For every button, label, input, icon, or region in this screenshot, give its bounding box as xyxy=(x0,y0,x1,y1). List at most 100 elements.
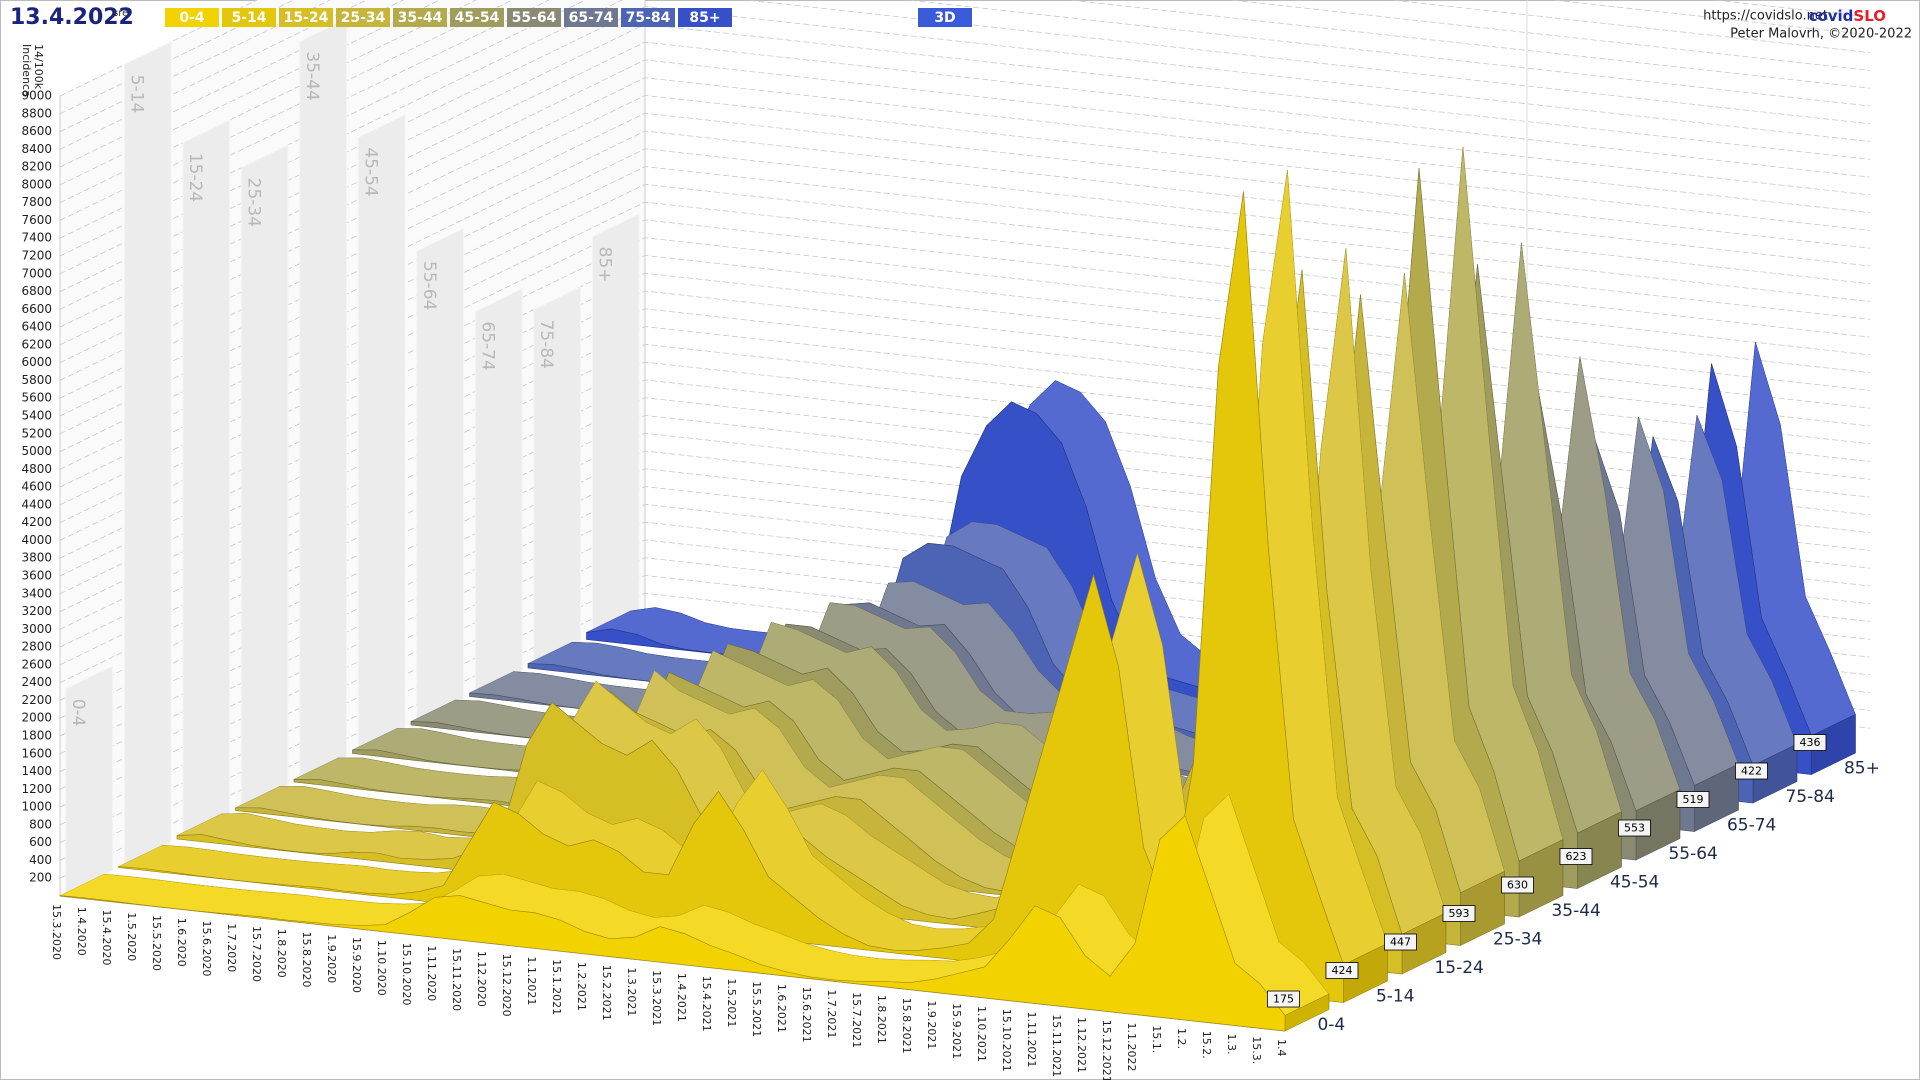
brand-b: SLO xyxy=(1853,7,1886,25)
x-tick-label: 1.10.2020 xyxy=(375,940,388,996)
x-tick-label: 1.4.2020 xyxy=(75,907,88,956)
legend-swatch[interactable] xyxy=(336,8,390,27)
wall-label: 65-74 xyxy=(477,321,497,370)
y-tick-label: 8400 xyxy=(21,142,52,156)
grid-line xyxy=(59,0,368,150)
legend-swatch[interactable] xyxy=(222,8,276,27)
y-tick-label: 6400 xyxy=(21,320,52,334)
y-tick-label: 8200 xyxy=(21,160,52,174)
x-tick-label: 15.10.2020 xyxy=(400,943,413,1006)
group-label: 5-14 xyxy=(1376,987,1415,1007)
x-tick-label: 15.12.2020 xyxy=(500,954,513,1017)
x-tick-label: 1.6.2020 xyxy=(175,918,188,967)
x-tick-label: 15.4.2020 xyxy=(100,910,113,966)
x-tick-label: 1.11.2020 xyxy=(425,945,438,1001)
wall-label: 75-84 xyxy=(536,320,556,369)
x-tick-label: 1.12.2020 xyxy=(475,951,488,1007)
group-label: 25-34 xyxy=(1493,930,1542,950)
peak-shadow xyxy=(123,41,172,866)
x-tick-label: 1.6.2021 xyxy=(775,984,788,1033)
date: 13.4.2022 xyxy=(10,5,134,30)
y-tick-label: 6800 xyxy=(21,284,52,298)
x-tick-label: 1.2. xyxy=(1175,1028,1188,1049)
value-box xyxy=(1384,933,1417,951)
legend-swatch[interactable] xyxy=(564,8,618,27)
y-tick-label: 5000 xyxy=(21,444,52,458)
value-label: 519 xyxy=(1682,793,1703,806)
url: https://covidslo.net xyxy=(1703,9,1828,24)
value-label: 630 xyxy=(1507,879,1528,892)
legend-label[interactable]: 55-64 xyxy=(512,10,557,26)
peak-shadow xyxy=(299,17,348,780)
wall-label: 85+ xyxy=(594,247,614,283)
x-tick-label: 15.7.2021 xyxy=(850,992,863,1048)
mode-button[interactable]: 3D xyxy=(918,8,972,27)
y-tick-label: 7800 xyxy=(21,195,52,209)
value-box xyxy=(1325,962,1359,979)
value-box xyxy=(1559,848,1593,865)
legend-label[interactable]: 65-74 xyxy=(569,10,614,26)
x-tick-label: 1.10.2021 xyxy=(975,1006,988,1062)
legend-swatch[interactable] xyxy=(450,8,504,27)
grid-line xyxy=(59,0,1871,221)
y-tick-label: 2400 xyxy=(21,675,52,689)
legend-label[interactable]: 35-44 xyxy=(398,10,443,26)
x-tick-label: 15.10.2021 xyxy=(1000,1009,1013,1072)
legend-label[interactable]: 0-4 xyxy=(179,10,205,26)
y-tick-label: 5400 xyxy=(21,409,52,423)
wall-label: 55-64 xyxy=(419,261,439,310)
value-label: 593 xyxy=(1448,907,1469,920)
x-tick-label: 15.9.2021 xyxy=(950,1003,963,1059)
value-box xyxy=(1442,905,1476,922)
legend-swatch[interactable] xyxy=(621,8,675,27)
group-label: 55-64 xyxy=(1668,844,1717,864)
peak-shadow xyxy=(357,113,406,752)
y-tick-label: 3400 xyxy=(21,586,52,600)
y-tick-label: 7000 xyxy=(21,266,52,280)
x-tick-label: 1.4.2021 xyxy=(675,973,688,1022)
area xyxy=(59,814,1286,1032)
y-tick-label: 1200 xyxy=(21,782,52,796)
y-tick-label: 4000 xyxy=(21,533,52,547)
y-tick-label: 1000 xyxy=(21,800,52,814)
y-tick-label: 6600 xyxy=(21,302,52,316)
legend-label[interactable]: 15-24 xyxy=(284,10,329,26)
y-tick-label: 400 xyxy=(29,853,52,867)
x-tick-label: 15.3.2021 xyxy=(650,970,663,1026)
y-tick-label: 4600 xyxy=(21,480,52,494)
legend-label[interactable]: 5-14 xyxy=(231,10,266,26)
y-tick-label: 4400 xyxy=(21,497,52,511)
y-label: 14/100k xyxy=(32,44,45,90)
y-tick-label: 600 xyxy=(29,835,52,849)
mode-button-label[interactable]: 3D xyxy=(934,10,955,26)
legend-swatch[interactable] xyxy=(279,8,333,27)
x-tick-label: 1.5.2021 xyxy=(725,978,738,1027)
value-label: 424 xyxy=(1331,964,1352,977)
y-tick-label: 5800 xyxy=(21,373,52,387)
legend-label[interactable]: 75-84 xyxy=(626,10,671,26)
legend-label[interactable]: 45-54 xyxy=(455,10,500,26)
wall-label: 0-4 xyxy=(68,699,88,727)
legend-swatch[interactable] xyxy=(678,8,732,27)
legend-label[interactable]: 85+ xyxy=(689,10,720,26)
value-label: 436 xyxy=(1799,736,1820,749)
y-tick-label: 2600 xyxy=(21,657,52,671)
wall-label: 35-44 xyxy=(302,51,322,100)
legend-swatch[interactable] xyxy=(393,8,447,27)
x-tick-label: 15.1. xyxy=(1150,1025,1163,1053)
y-tick-label: 8600 xyxy=(21,124,52,138)
x-tick-label: 1.8.2021 xyxy=(875,995,888,1044)
value-label: 553 xyxy=(1624,822,1645,835)
x-tick-label: 15.3.2020 xyxy=(50,904,63,960)
wall-label: 5-14 xyxy=(126,75,146,114)
x-tick-label: 15.8.2020 xyxy=(300,932,313,988)
y-tick-label: 200 xyxy=(29,871,52,885)
grid-line xyxy=(59,0,258,97)
y-tick-label: 7200 xyxy=(21,249,52,263)
legend-swatch[interactable] xyxy=(507,8,561,27)
legend-swatch[interactable] xyxy=(165,8,219,27)
y-tick-label: 5200 xyxy=(21,426,52,440)
group-label: 75-84 xyxy=(1785,787,1834,807)
legend-label[interactable]: 25-34 xyxy=(341,10,386,26)
mode-button-bg[interactable] xyxy=(918,8,972,27)
